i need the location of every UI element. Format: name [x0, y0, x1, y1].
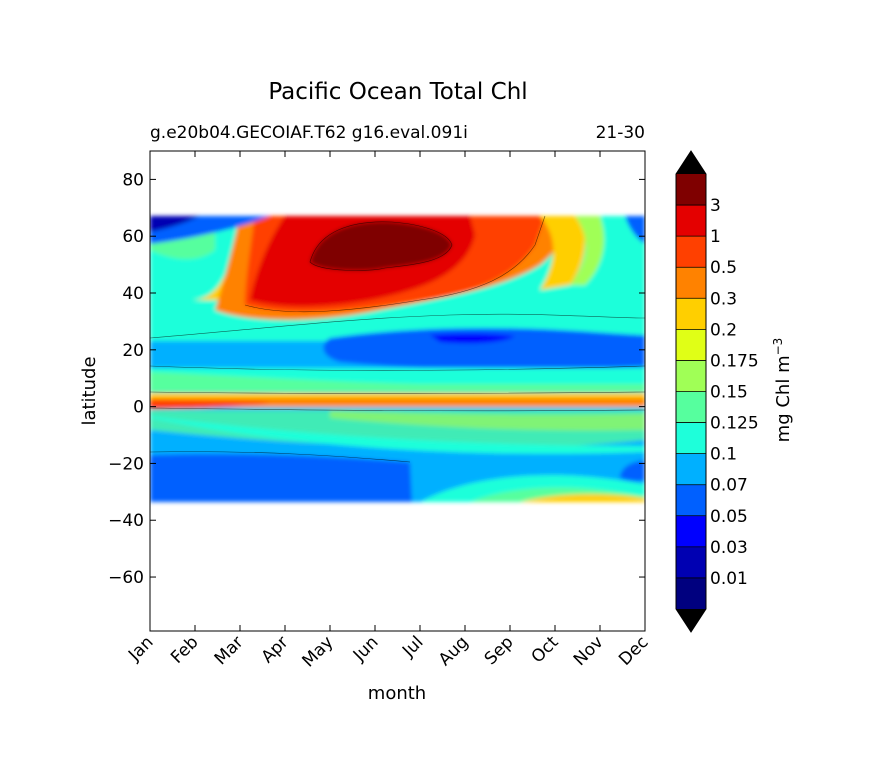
region-subtropic-north-deepblue [430, 333, 515, 344]
colorbar-tick-label: 3 [710, 196, 721, 216]
colorbar-label-text: mg Chl m [773, 355, 794, 442]
x-tick-label: May [299, 632, 338, 671]
colorbar-segment [676, 236, 706, 268]
region-south-blue [150, 453, 412, 502]
region-subtropic-north-blue [323, 328, 645, 371]
region-eq-orange [150, 398, 645, 406]
chart-subtitle-right: 21-30 [596, 123, 645, 143]
region-late-north-green [570, 216, 605, 285]
colorbar-segment [676, 360, 706, 392]
x-tick-label: Mar [211, 632, 248, 669]
colorbar-tick-label: 0.07 [710, 476, 748, 496]
region-eq-green-south [150, 410, 645, 449]
colorbar-extend-min [676, 609, 706, 632]
y-tick-label: −40 [108, 511, 144, 531]
colorbar-segment [676, 267, 706, 299]
colorbar-segment [676, 205, 706, 237]
y-tick-label: 60 [122, 227, 144, 247]
colorbar-label-exponent: −3 [771, 338, 785, 356]
y-tick-label: 80 [122, 170, 144, 190]
chart-subtitle-left: g.e20b04.GECOIAF.T62 g16.eval.091i [150, 123, 468, 143]
colorbar-tick-label: 1 [710, 227, 721, 247]
plot-frame [149, 150, 646, 632]
y-tick-label: 20 [122, 341, 144, 361]
region-late-north-yellow [540, 216, 586, 290]
y-tick-label: −60 [108, 568, 144, 588]
x-tick-label: Aug [435, 632, 473, 670]
colorbar-tick-label: 0.175 [710, 351, 759, 371]
region-south-blue-right [620, 460, 645, 482]
contour-field [150, 151, 645, 631]
colorbar-segment [676, 174, 706, 206]
colorbar-tick-label: 0.5 [710, 258, 737, 278]
colorbar-tick-label: 0.15 [710, 383, 748, 403]
x-tick-label: Feb [167, 632, 202, 667]
x-tick-label: Nov [570, 632, 608, 670]
colorbar: 0.01 0.03 0.05 0.07 0.1 0.125 0.15 0.175 0.2 0.3 0… [675, 150, 759, 633]
colorbar-segment [676, 515, 706, 548]
colorbar-segment [676, 329, 706, 361]
chart-title: Pacific Ocean Total Chl [268, 79, 527, 105]
colorbar-tick-label: 0.125 [710, 414, 759, 434]
x-tick-label: Oct [528, 632, 563, 667]
x-tick-label: Dec [615, 632, 652, 669]
colorbar-segment [676, 546, 706, 579]
x-tick-label: Jun [349, 632, 383, 666]
y-tick-label: 40 [122, 284, 144, 304]
colorbar-tick-label: 0.3 [710, 289, 737, 309]
region-north-edge-darkblue [150, 216, 200, 232]
region-eq-turquoise-south [150, 416, 645, 454]
y-tick-label: −20 [108, 454, 144, 474]
region-north-darkred [310, 221, 452, 271]
region-eq-red [150, 400, 270, 409]
colorbar-segment [676, 391, 706, 423]
y-axis-label: latitude [79, 356, 100, 425]
colorbar-segment [676, 422, 706, 454]
colorbar-label: mg Chl m−3 [771, 338, 794, 443]
colorbar-tick-label: 0.2 [710, 320, 737, 340]
x-axis-label: month [368, 683, 426, 704]
colorbar-tick-label: 0.01 [710, 569, 748, 589]
x-tick-label: Jan [124, 632, 157, 665]
y-tick-label: 0 [133, 398, 144, 418]
region-eq-green-north [150, 372, 645, 392]
region-north-edge-blue-right [625, 216, 645, 244]
region-south-yellow [520, 494, 645, 502]
x-tick-label: Sep [481, 632, 518, 669]
y-axis: 80 60 40 20 0 −20 −40 −60 [108, 170, 645, 588]
colorbar-outline [675, 150, 707, 633]
colorbar-segment [676, 453, 706, 486]
colorbar-tick-label: 0.03 [710, 538, 748, 558]
colorbar-segment [676, 484, 706, 517]
colorbar-segment [676, 577, 706, 610]
colorbar-segment [676, 298, 706, 330]
colorbar-tick-label: 0.1 [710, 445, 737, 465]
x-tick-label: Jul [398, 632, 427, 661]
colorbar-extend-max [676, 151, 706, 174]
x-tick-label: Apr [258, 632, 293, 667]
colorbar-tick-label: 0.05 [710, 507, 748, 527]
